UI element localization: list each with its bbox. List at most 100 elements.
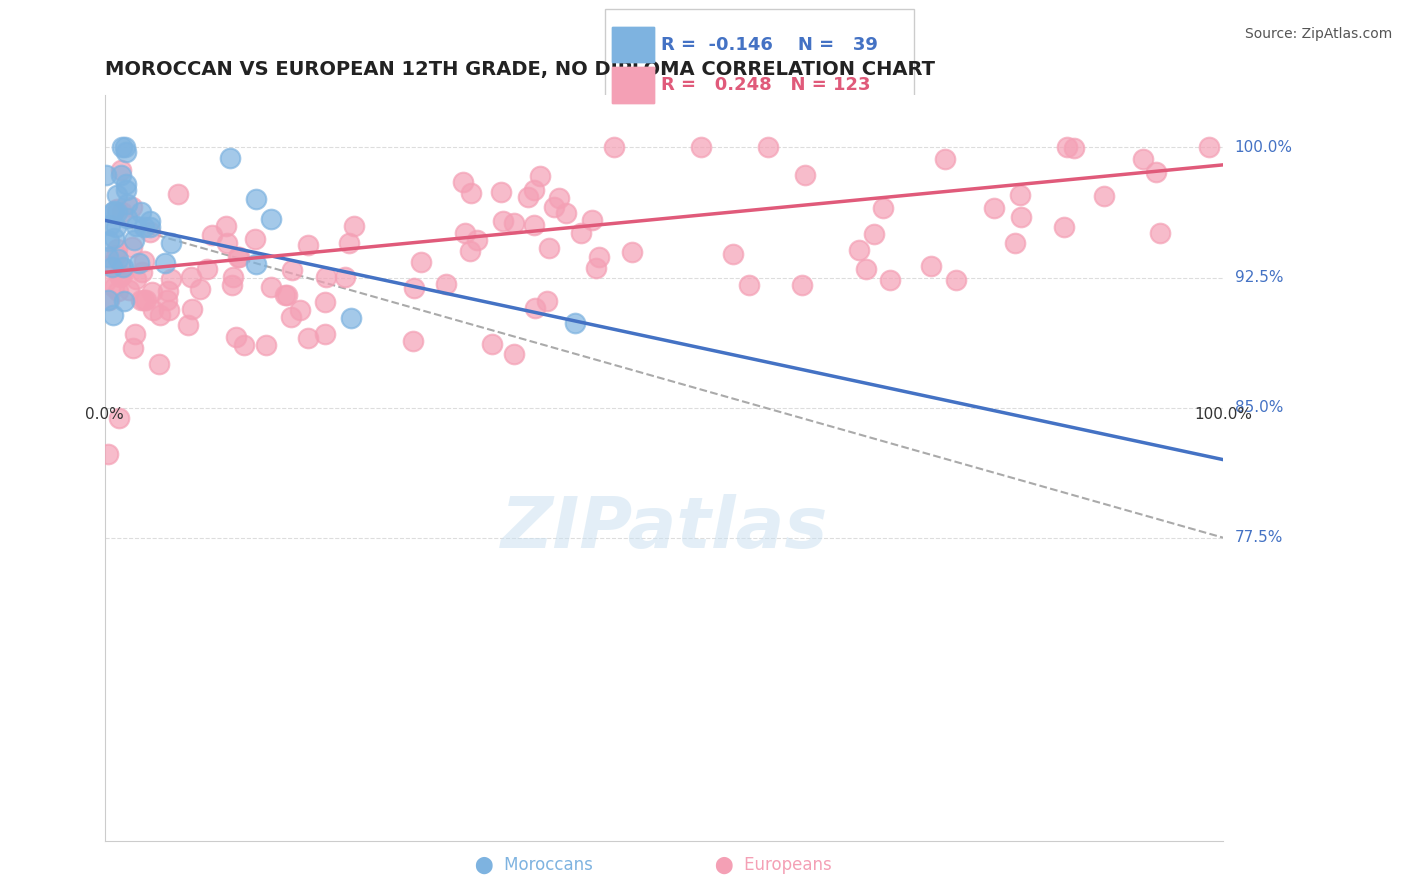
Point: [228, 250, 250, 264]
Point: [1198, 140, 1220, 154]
Point: [1010, 211, 1032, 225]
Text: 85.0%: 85.0%: [1234, 401, 1282, 415]
Point: [156, 284, 179, 298]
Point: [135, 293, 157, 308]
Point: [1063, 141, 1085, 155]
Point: [107, 242, 129, 256]
Point: [121, 240, 143, 254]
Point: [125, 219, 148, 233]
Point: [98, 293, 121, 307]
Point: [129, 205, 152, 219]
Point: [98, 258, 121, 272]
Text: 100.0%: 100.0%: [1234, 140, 1292, 155]
Point: [134, 293, 156, 308]
Point: [288, 303, 311, 318]
Point: [934, 152, 956, 166]
Point: [245, 257, 267, 271]
Point: [115, 211, 138, 225]
Point: [100, 260, 122, 274]
Point: [254, 338, 277, 352]
Point: [115, 197, 138, 211]
Point: [225, 330, 247, 344]
Point: [219, 151, 242, 165]
Text: R =   0.248   N = 123: R = 0.248 N = 123: [661, 76, 870, 94]
Point: [620, 244, 643, 259]
Point: [689, 140, 711, 154]
Point: [1092, 189, 1115, 203]
Point: [115, 183, 138, 197]
Point: [503, 347, 526, 361]
Point: [138, 214, 160, 228]
Point: [564, 316, 586, 330]
Point: [454, 226, 477, 240]
Point: [245, 192, 267, 206]
Point: [945, 273, 967, 287]
Point: [160, 235, 183, 250]
Point: [98, 218, 121, 232]
Point: [142, 302, 165, 317]
Point: [872, 201, 894, 215]
Point: [232, 338, 254, 352]
Point: [97, 447, 120, 461]
Point: [603, 140, 626, 154]
Point: [585, 260, 607, 275]
Point: [201, 228, 224, 243]
Point: [523, 218, 546, 232]
Point: [920, 259, 942, 273]
Point: [96, 274, 118, 288]
Point: [107, 284, 129, 298]
Point: [110, 163, 132, 178]
Point: [195, 261, 218, 276]
Point: [848, 243, 870, 257]
Point: [481, 337, 503, 351]
Point: [148, 357, 170, 371]
Point: [343, 219, 366, 234]
Point: [104, 219, 127, 234]
Point: [1008, 188, 1031, 202]
Point: [129, 293, 152, 307]
Text: 77.5%: 77.5%: [1234, 530, 1282, 545]
Point: [110, 140, 132, 154]
Point: [855, 261, 877, 276]
Point: [157, 303, 180, 318]
Point: [139, 220, 162, 235]
Point: [177, 318, 200, 332]
Point: [274, 288, 297, 302]
Point: [110, 168, 132, 182]
Text: MOROCCAN VS EUROPEAN 12TH GRADE, NO DIPLOMA CORRELATION CHART: MOROCCAN VS EUROPEAN 12TH GRADE, NO DIPL…: [104, 60, 935, 78]
Point: [105, 248, 128, 262]
Point: [97, 293, 120, 307]
Point: [315, 269, 337, 284]
Text: Source: ZipAtlas.com: Source: ZipAtlas.com: [1244, 27, 1392, 41]
Point: [226, 250, 249, 264]
Point: [134, 220, 156, 235]
Point: [280, 310, 302, 324]
Point: [105, 202, 128, 216]
Point: [581, 213, 603, 227]
Point: [543, 200, 565, 214]
Point: [128, 256, 150, 270]
Point: [94, 168, 117, 182]
Point: [215, 235, 238, 250]
Point: [112, 260, 135, 274]
Point: [411, 255, 433, 269]
Point: [340, 311, 363, 326]
Point: [794, 169, 817, 183]
Point: [491, 185, 513, 199]
Point: [108, 270, 131, 285]
Point: [159, 272, 181, 286]
Point: [339, 235, 361, 250]
Point: [492, 214, 515, 228]
Text: 0.0%: 0.0%: [86, 408, 124, 422]
Point: [97, 251, 120, 265]
Point: [523, 301, 546, 316]
Point: [1149, 227, 1171, 241]
Point: [110, 261, 132, 276]
Point: [451, 175, 474, 189]
Point: [503, 216, 526, 230]
Point: [460, 186, 482, 200]
Point: [402, 334, 425, 348]
Point: [756, 140, 779, 154]
Point: [523, 183, 546, 197]
Point: [790, 277, 813, 292]
